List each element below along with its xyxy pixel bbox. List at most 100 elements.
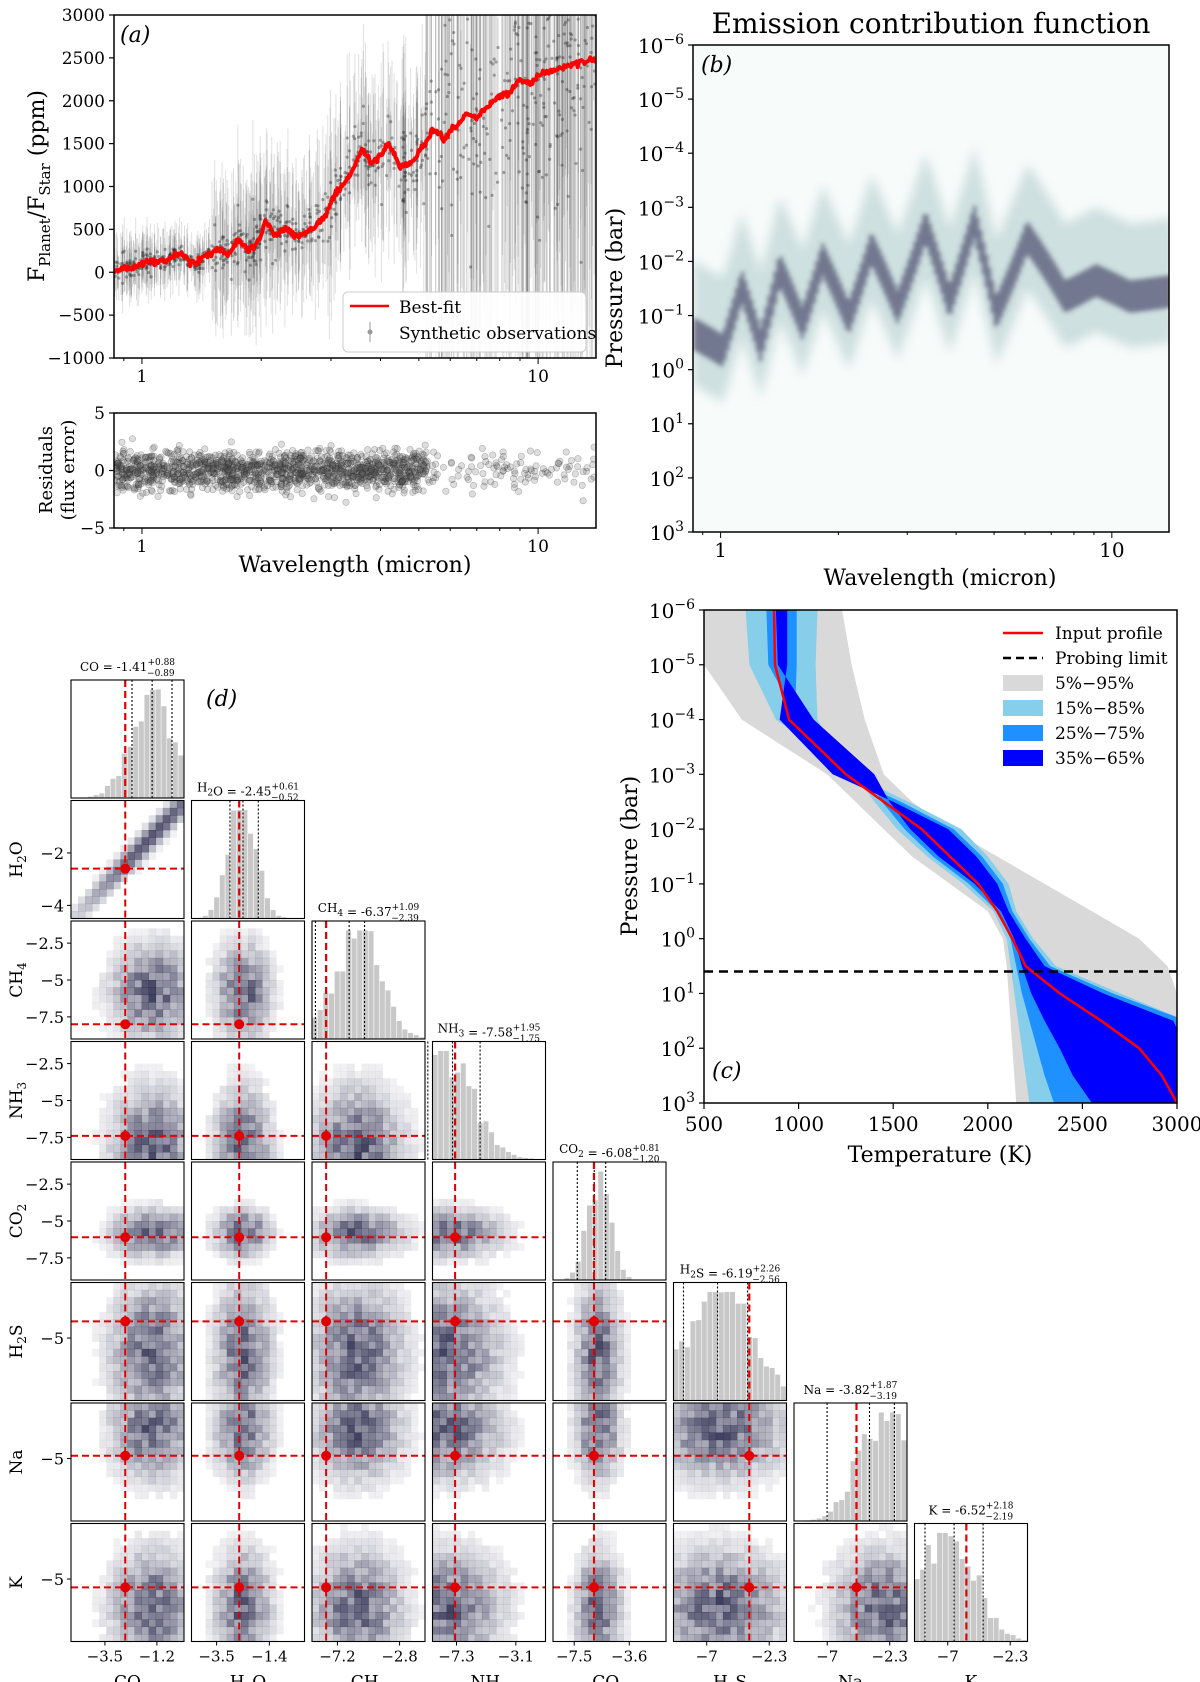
residual-point bbox=[419, 487, 427, 495]
residual-point bbox=[401, 463, 409, 471]
residual-point bbox=[479, 470, 487, 478]
density-cell bbox=[226, 950, 235, 959]
density-cell bbox=[219, 1100, 228, 1109]
residual-point bbox=[570, 478, 578, 486]
density-cell bbox=[382, 1078, 390, 1087]
observation-point bbox=[333, 168, 337, 172]
observation-point bbox=[462, 81, 466, 85]
observation-point bbox=[221, 259, 225, 263]
observation-point bbox=[283, 249, 287, 253]
density-cell bbox=[148, 1009, 157, 1018]
residual-point bbox=[236, 488, 244, 496]
y-tick-base: 10 bbox=[650, 413, 675, 437]
residual-point bbox=[428, 462, 436, 470]
observation-point bbox=[368, 150, 373, 154]
density-cell bbox=[255, 1243, 263, 1251]
observation-point bbox=[342, 193, 346, 197]
y-tick-label: 10−1 bbox=[638, 303, 684, 329]
observation-point bbox=[584, 0, 587, 3]
residual-point bbox=[497, 472, 505, 480]
density-cell bbox=[255, 1213, 263, 1222]
observation-point bbox=[133, 257, 138, 261]
y-tick-label: −5 bbox=[40, 1212, 64, 1231]
histogram-bar bbox=[413, 1035, 419, 1039]
density-cell bbox=[226, 928, 235, 937]
density-cell bbox=[141, 980, 149, 988]
truth-point bbox=[120, 1130, 131, 1141]
density-cell bbox=[326, 1152, 334, 1160]
residual-point bbox=[499, 452, 507, 460]
observation-point bbox=[276, 215, 281, 220]
density-cell bbox=[248, 1002, 256, 1010]
density-cell bbox=[113, 950, 121, 959]
density-cell bbox=[389, 1085, 398, 1094]
observation-point bbox=[552, 39, 556, 43]
y-tick-base: 10 bbox=[638, 34, 663, 58]
observation-point bbox=[389, 120, 393, 124]
density-cell bbox=[226, 1024, 235, 1032]
density-cell bbox=[340, 1107, 348, 1116]
density-cell bbox=[134, 1198, 142, 1207]
density-cell bbox=[127, 1144, 135, 1153]
residual-point bbox=[139, 489, 147, 497]
density-cell bbox=[368, 1137, 376, 1146]
observation-point bbox=[174, 258, 178, 262]
observation-point bbox=[490, 193, 494, 197]
residual-point bbox=[561, 475, 569, 483]
observation-point bbox=[414, 173, 418, 178]
observation-point bbox=[484, 196, 488, 200]
density-cell bbox=[333, 1078, 341, 1087]
density-cell bbox=[106, 859, 114, 868]
legend-best-fit: Best-fit bbox=[399, 298, 461, 318]
observation-point bbox=[512, 28, 516, 32]
observation-point bbox=[505, 71, 509, 75]
density-cell bbox=[240, 1152, 249, 1160]
density-cell bbox=[120, 1100, 128, 1109]
density-cell bbox=[333, 1107, 341, 1116]
observation-point bbox=[542, 77, 547, 81]
residual-point bbox=[338, 447, 346, 455]
density-cell bbox=[219, 957, 228, 966]
density-cell bbox=[134, 1122, 142, 1131]
density-cell bbox=[169, 1257, 178, 1266]
observation-point bbox=[532, 9, 535, 12]
observation-point bbox=[129, 261, 133, 265]
density-cell bbox=[361, 1063, 369, 1072]
density-cell bbox=[269, 965, 277, 973]
density-cell bbox=[162, 972, 171, 981]
observation-point bbox=[392, 161, 396, 165]
residual-point bbox=[304, 446, 312, 454]
observation-point bbox=[524, 200, 528, 205]
residual-point bbox=[127, 460, 135, 468]
label-sub: 2 bbox=[15, 855, 29, 863]
density-cell bbox=[169, 1002, 178, 1010]
observation-point bbox=[447, 82, 451, 86]
observation-point bbox=[300, 241, 304, 245]
density-cell bbox=[92, 889, 100, 897]
density-cell bbox=[368, 1122, 376, 1131]
observation-point bbox=[168, 252, 173, 256]
density-cell bbox=[127, 844, 135, 853]
density-cell bbox=[262, 1115, 270, 1123]
density-cell bbox=[162, 1107, 171, 1116]
observation-point bbox=[210, 265, 214, 270]
histogram-bar bbox=[99, 793, 105, 798]
observation-point bbox=[402, 175, 406, 179]
observation-point bbox=[268, 238, 272, 242]
density-cell bbox=[396, 1115, 405, 1123]
observation-point bbox=[411, 170, 416, 175]
residual-point bbox=[220, 462, 228, 470]
observation-point bbox=[317, 209, 321, 214]
density-cell bbox=[226, 1213, 235, 1222]
density-cell bbox=[99, 987, 107, 996]
y-tick-label: 103 bbox=[650, 519, 684, 545]
title-value: = -6.37 bbox=[343, 905, 391, 919]
observation-point bbox=[393, 145, 397, 150]
density-cell bbox=[169, 1250, 178, 1259]
observation-point bbox=[157, 254, 161, 259]
density-cell bbox=[176, 1137, 185, 1146]
density-cell bbox=[226, 935, 235, 944]
title-err-up: +1.09 bbox=[392, 903, 420, 913]
residual-point bbox=[493, 461, 501, 469]
observation-point bbox=[513, 25, 517, 29]
